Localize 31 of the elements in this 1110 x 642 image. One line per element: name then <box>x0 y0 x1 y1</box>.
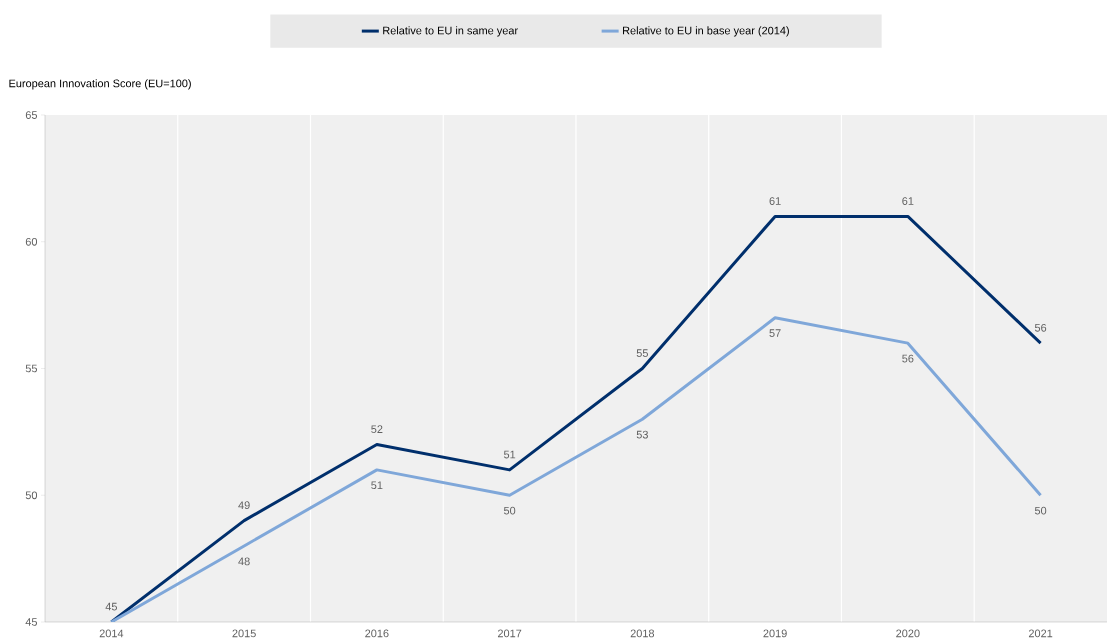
data-label: 50 <box>1034 506 1047 515</box>
data-label: 61 <box>769 197 781 205</box>
data-label: 53 <box>636 430 648 439</box>
y-tick-label: 45 <box>25 618 38 626</box>
data-label: 48 <box>238 557 250 566</box>
x-tick-label: 2020 <box>896 629 920 638</box>
data-label: 51 <box>371 481 383 490</box>
data-label: 56 <box>1034 323 1047 332</box>
data-label: 45 <box>105 602 117 611</box>
data-label: 61 <box>902 197 914 205</box>
y-tick-label: 60 <box>25 237 38 246</box>
x-tick-label: 2014 <box>99 629 124 638</box>
data-label: 55 <box>636 349 648 357</box>
x-tick-label: 2017 <box>497 629 522 638</box>
y-tick-label: 65 <box>25 111 38 119</box>
data-label: 51 <box>503 450 516 459</box>
y-axis-title: European Innovation Score (EU=100) <box>9 79 191 90</box>
x-tick-label: 2021 <box>1028 629 1053 638</box>
data-label: 56 <box>902 354 914 363</box>
x-tick-label: 2018 <box>630 629 655 638</box>
y-tick-label: 55 <box>25 364 38 373</box>
data-label: 57 <box>769 329 781 337</box>
y-tick-label: 50 <box>25 491 38 500</box>
legend-label: Relative to EU in same year <box>383 26 518 37</box>
data-label: 49 <box>238 501 250 510</box>
data-label: 52 <box>371 425 383 434</box>
data-label: 50 <box>503 506 516 515</box>
x-tick-label: 2019 <box>763 629 787 638</box>
legend-label: Relative to EU in base year (2014) <box>623 26 789 37</box>
x-tick-label: 2016 <box>365 629 389 638</box>
x-tick-label: 2015 <box>232 629 256 638</box>
